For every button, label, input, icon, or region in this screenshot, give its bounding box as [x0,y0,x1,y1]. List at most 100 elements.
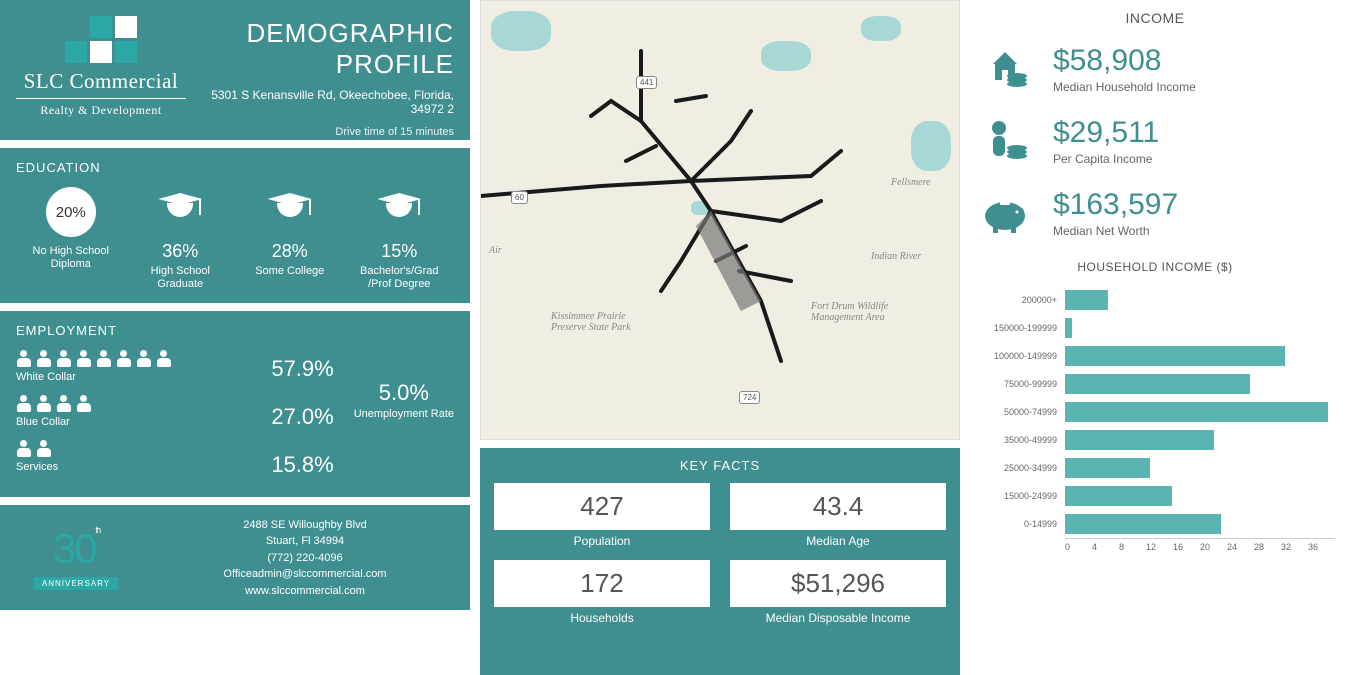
employment-pct: 15.8% [271,452,333,478]
chart-y-label: 150000-199999 [975,323,1065,333]
education-item: 28% Some College [240,187,340,291]
contact-line: 2488 SE Willoughby Blvd [156,517,454,534]
chart-bar-row: 15000-24999 [975,482,1335,510]
person-icon [36,395,52,413]
chart-y-label: 75000-99999 [975,379,1065,389]
keyfact-value: $51,296 [734,568,942,599]
person-icon [16,395,32,413]
anniversary-ribbon: ANNIVERSARY [34,577,118,590]
employment-row-label: Blue Collar [16,416,251,428]
map-label: Kissimmee Prairie Preserve State Park [551,311,661,333]
chart-bar-row: 200000+ [975,286,1335,314]
chart-bar [1065,514,1221,534]
house-coins-icon [975,44,1035,94]
chart-bar [1065,430,1214,450]
drive-time: Drive time of 15 minutes [198,126,454,138]
middle-column: FellsmereIndian RiverFort Drum Wildlife … [480,0,960,675]
person-icon [36,440,52,458]
keyfact-value: 427 [498,491,706,522]
chart-x-tick: 24 [1227,542,1254,552]
chart-bar-row: 75000-99999 [975,370,1335,398]
person-icon [76,395,92,413]
keyfacts-title: KEY FACTS [494,458,946,473]
graduation-cap-icon [155,193,205,229]
chart-bar-row: 0-14999 [975,510,1335,538]
education-item: 15% Bachelor's/Grad /Prof Degree [349,187,449,291]
education-item-label: High School Graduate [130,265,230,291]
education-item-label: No High School Diploma [21,245,121,271]
person-icon [116,350,132,368]
income-label: Median Household Income [1053,80,1196,94]
income-value: $29,511 [1053,116,1159,150]
chart-x-tick: 8 [1119,542,1146,552]
page-title: DEMOGRAPHIC PROFILE [198,18,454,80]
route-badge: 60 [511,191,528,204]
keyfacts-panel: KEY FACTS 427 Population43.4 Median Age1… [480,448,960,675]
income-row: $58,908 Median Household Income [975,44,1335,94]
person-coins-icon [975,116,1035,166]
chart-bar [1065,374,1250,394]
keyfact-value: 172 [498,568,706,599]
income-title: INCOME [975,10,1335,26]
contact-line: Stuart, Fl 34994 [156,533,454,550]
keyfact-label: Households [494,611,710,625]
employment-row-label: Services [16,461,251,473]
map-label: Fort Drum Wildlife Management Area [811,301,911,323]
route-badge: 441 [636,76,657,89]
education-panel: EDUCATION 20% No High School Diploma 36%… [0,148,470,303]
income-label: Per Capita Income [1053,152,1159,166]
chart-bar [1065,346,1285,366]
route-badge: 724 [739,391,760,404]
left-column: SLC Commercial Realty & Development DEMO… [0,0,470,675]
map-panel: FellsmereIndian RiverFort Drum Wildlife … [480,0,960,440]
education-pct: 28% [240,241,340,262]
contact-line: www.slccommercial.com [156,583,454,600]
employment-panel: EMPLOYMENT White Collar Blue Collar Servic… [0,311,470,497]
person-icon [96,350,112,368]
chart-x-tick: 12 [1146,542,1173,552]
chart-x-tick: 16 [1173,542,1200,552]
chart-y-label: 25000-34999 [975,463,1065,473]
person-icon [136,350,152,368]
anniversary-badge: 30th ANNIVERSARY [16,525,136,591]
keyfact-value: 43.4 [734,491,942,522]
graduation-cap-icon [265,193,315,229]
chart-x-tick: 28 [1254,542,1281,552]
chart-bar [1065,318,1072,338]
unemployment-pct: 5.0% [354,380,454,406]
person-icon [16,350,32,368]
piggy-bank-icon [975,188,1035,238]
income-row: $163,597 Median Net Worth [975,188,1335,238]
household-chart-title: HOUSEHOLD INCOME ($) [975,260,1335,274]
employment-row: White Collar [16,350,251,383]
keyfact-label: Median Disposable Income [730,611,946,625]
chart-x-tick: 32 [1281,542,1308,552]
person-icon [36,350,52,368]
map-label: Air [489,245,502,256]
anniversary-suffix: th [96,525,100,535]
person-icon [56,350,72,368]
employment-label: EMPLOYMENT [16,323,454,338]
education-pct: 36% [130,241,230,262]
chart-y-label: 200000+ [975,295,1065,305]
chart-bar [1065,458,1150,478]
chart-bar-row: 100000-149999 [975,342,1335,370]
person-icon [16,440,32,458]
employment-row: Services [16,440,251,473]
education-pct: 15% [349,241,449,262]
footer-panel: 30th ANNIVERSARY 2488 SE Willoughby Blvd… [0,505,470,610]
chart-y-label: 100000-149999 [975,351,1065,361]
road-network-icon [481,1,960,440]
chart-y-label: 35000-49999 [975,435,1065,445]
income-label: Median Net Worth [1053,224,1178,238]
chart-bar [1065,402,1328,422]
education-item: 20% No High School Diploma [21,187,121,291]
chart-y-label: 0-14999 [975,519,1065,529]
education-pct-circle: 20% [46,187,96,237]
chart-x-tick: 20 [1200,542,1227,552]
education-item: 36% High School Graduate [130,187,230,291]
employment-row: Blue Collar [16,395,251,428]
header-address: 5301 S Kenansville Rd, Okeechobee, Flori… [198,88,454,116]
keyfact-label: Population [494,534,710,548]
chart-x-tick: 36 [1308,542,1335,552]
